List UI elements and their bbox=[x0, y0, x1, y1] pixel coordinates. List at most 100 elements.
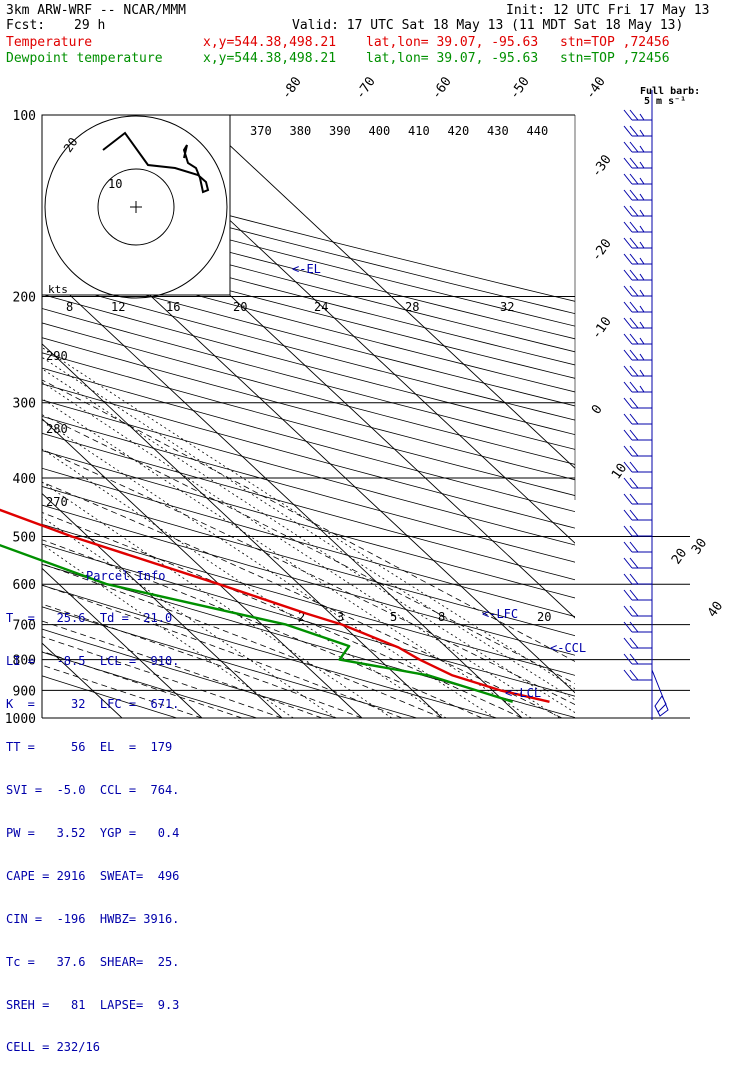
wind-barb bbox=[623, 477, 652, 489]
barb-legend-line2: 5 m s⁻¹ bbox=[644, 96, 686, 107]
dewpoint-stn: stn=TOP ,72456 bbox=[560, 51, 670, 66]
wind-barb bbox=[623, 237, 652, 249]
hodograph-ring-10 bbox=[97, 168, 175, 246]
mixing-ratio-label: 28 bbox=[405, 300, 419, 314]
parcel-info-row: PW = 3.52 YGP = 0.4 bbox=[6, 825, 180, 840]
wind-barb bbox=[623, 621, 652, 633]
wind-barb bbox=[623, 317, 652, 329]
isotherm-label: -70 bbox=[353, 74, 379, 102]
wind-barb bbox=[623, 653, 652, 665]
wind-barb bbox=[623, 157, 652, 169]
mixing-ratio-label: 12 bbox=[111, 300, 125, 314]
temperature-latlon: lat,lon= 39.07, -95.63 bbox=[366, 35, 539, 50]
barb-legend-line1: Full barb: bbox=[640, 86, 700, 97]
parcel-info-row: Tc = 37.6 SHEAR= 25. bbox=[6, 954, 180, 969]
parcel-info-row: TT = 56 EL = 179 bbox=[6, 740, 173, 755]
dry-adiabat bbox=[42, 322, 575, 465]
wind-barb bbox=[623, 285, 652, 297]
isotherm-label: 20 bbox=[669, 546, 690, 567]
hodograph-ring-20 bbox=[44, 115, 228, 299]
hodograph-label-20: 20 bbox=[61, 135, 81, 155]
dry-adiabat bbox=[42, 280, 575, 421]
parcel-info-row: SREH = 81 LAPSE= 9.3 bbox=[6, 997, 180, 1012]
wind-barb bbox=[623, 333, 652, 345]
dry-adiabat bbox=[42, 584, 497, 718]
dry-adiabat bbox=[42, 486, 575, 637]
theta-label: 410 bbox=[408, 124, 430, 138]
dewpoint-xy: x,y=544.38,498.21 bbox=[203, 51, 337, 66]
wind-barb bbox=[623, 509, 652, 521]
parcel-info-row: SVI = -5.0 CCL = 764. bbox=[6, 783, 180, 798]
theta-label: 400 bbox=[369, 124, 391, 138]
isotherm-label: 30 bbox=[689, 536, 710, 557]
mixing-ratio-label: 32 bbox=[500, 300, 514, 314]
kts-label: kts bbox=[48, 283, 68, 296]
pressure-tick-label: 500 bbox=[13, 530, 36, 545]
isotherm-line bbox=[42, 343, 443, 718]
mixing-ratio-label-bottom: 8 bbox=[438, 610, 445, 624]
mixing-ratio-label: 16 bbox=[166, 300, 180, 314]
dry-adiabat bbox=[42, 266, 575, 407]
moist-adiabat bbox=[42, 636, 283, 718]
isotherm-label: -80 bbox=[279, 74, 305, 102]
wind-barb bbox=[623, 557, 652, 569]
dry-adiabat bbox=[42, 606, 417, 718]
moist-adiabat bbox=[42, 620, 323, 718]
theta-label: 420 bbox=[448, 124, 470, 138]
dry-adiabat bbox=[42, 253, 575, 393]
theta-label: 390 bbox=[329, 124, 351, 138]
temperature-legend: Temperature bbox=[6, 35, 93, 50]
theta-label: 440 bbox=[527, 124, 549, 138]
wind-barb bbox=[623, 397, 652, 409]
mixing-ratio-label-bottom: 5 bbox=[390, 610, 397, 624]
pressure-tick-label: 1000 bbox=[5, 712, 36, 727]
pressure-tick-label: 600 bbox=[13, 578, 36, 593]
wind-barb bbox=[623, 141, 652, 153]
pressure-tick-label: 100 bbox=[13, 109, 36, 124]
hodograph-trace bbox=[102, 131, 210, 194]
pressure-tick-label: 900 bbox=[13, 684, 36, 699]
theta-label-left: 290 bbox=[46, 349, 68, 363]
theta-label-left: 280 bbox=[46, 422, 68, 436]
valid-time: Valid: 17 UTC Sat 18 May 13 (11 MDT Sat … bbox=[292, 18, 684, 33]
isotherm-label: -10 bbox=[589, 314, 615, 342]
dry-adiabat bbox=[42, 308, 575, 450]
isotherm-label: 10 bbox=[609, 461, 630, 482]
wind-barb bbox=[623, 189, 652, 201]
fcst-value: 29 h bbox=[74, 18, 106, 33]
wind-barb bbox=[623, 605, 652, 617]
hodograph-label-10: 10 bbox=[108, 177, 122, 191]
mixing-ratio-label-bottom: 20 bbox=[537, 610, 551, 624]
parcel-info-panel: Parcel Info T = 25.6 Td = 21.0 LI = -8.5… bbox=[6, 540, 242, 1069]
wind-barb bbox=[623, 413, 652, 425]
dry-adiabat bbox=[42, 467, 575, 617]
parcel-info-row: CIN = -196 HWBZ= 3916. bbox=[6, 911, 180, 926]
wind-barb bbox=[623, 429, 652, 441]
model-title: 3km ARW-WRF -- NCAR/MMM bbox=[6, 3, 187, 18]
dry-adiabat bbox=[42, 352, 575, 496]
wind-barb bbox=[623, 589, 652, 601]
dry-adiabat bbox=[42, 337, 575, 481]
ccl-marker: <-CCL bbox=[550, 641, 586, 655]
pressure-tick-label: 800 bbox=[13, 654, 36, 669]
temperature-stn: stn=TOP ,72456 bbox=[560, 35, 670, 50]
moist-adiabat bbox=[42, 584, 403, 718]
dry-adiabat bbox=[42, 628, 337, 718]
hodograph: 10 20 bbox=[41, 114, 231, 299]
wind-barb bbox=[623, 205, 652, 217]
theta-label-left: 270 bbox=[46, 495, 68, 509]
wind-barb bbox=[623, 221, 652, 233]
dry-adiabat bbox=[42, 450, 575, 599]
el-marker: <-EL bbox=[292, 262, 321, 276]
dewpoint-legend: Dewpoint temperature bbox=[6, 51, 163, 66]
isotherm-label: -50 bbox=[507, 74, 533, 102]
isotherm-label: -60 bbox=[429, 74, 455, 102]
dry-adiabat bbox=[42, 523, 575, 676]
wind-barb bbox=[623, 637, 652, 649]
isotherm-line bbox=[196, 115, 575, 469]
isotherm-line bbox=[42, 567, 203, 718]
moist-adiabat bbox=[42, 539, 483, 718]
parcel-info-row: CELL = 232/16 bbox=[6, 1040, 100, 1055]
mixing-ratio-line bbox=[42, 381, 561, 718]
dry-adiabat bbox=[42, 293, 575, 436]
